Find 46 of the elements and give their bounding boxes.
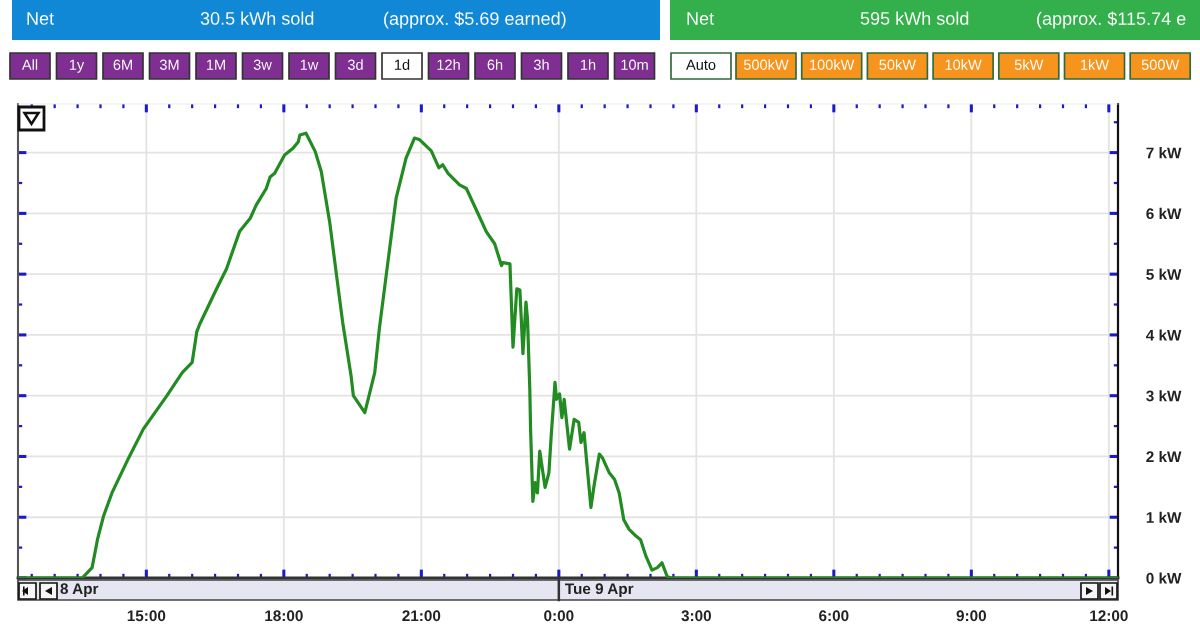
text: (approx. $115.74 e xyxy=(1037,11,1186,29)
text: 1y xyxy=(69,59,85,73)
x-tick-label: 18:00 xyxy=(265,610,303,622)
y-tick-label: 5 kW xyxy=(1146,268,1182,280)
text: 5kW xyxy=(1014,59,1044,70)
y-tick-label: 4 kW xyxy=(1146,329,1182,341)
text: (approx. $5.69 earned) xyxy=(384,11,566,29)
y-tick-label: 1 kW xyxy=(1146,511,1182,523)
text: Tue 9 Apr xyxy=(565,583,634,598)
text: 1w xyxy=(300,59,319,70)
text: 50kW xyxy=(879,59,916,70)
text: 1M xyxy=(206,59,225,70)
text: 500W xyxy=(1141,59,1180,70)
text: 12h xyxy=(437,59,460,70)
x-tick-label: 9:00 xyxy=(956,610,986,622)
text: 30.5 kWh sold xyxy=(200,11,314,25)
text: 1h xyxy=(581,59,596,70)
text: 595 kWh sold xyxy=(860,11,969,25)
x-tick-label: 3:00 xyxy=(681,610,711,622)
y-tick-label: 6 kW xyxy=(1146,207,1182,220)
text: 1kW xyxy=(1081,59,1110,70)
text: All xyxy=(21,59,38,70)
text: 8 Apr xyxy=(60,583,99,598)
text: 3M xyxy=(159,59,179,70)
x-tick-label: 12:00 xyxy=(1090,610,1128,622)
text: 1d xyxy=(395,59,410,70)
text: Net xyxy=(27,12,54,25)
text: 10kW xyxy=(945,59,982,70)
text: 6M xyxy=(113,59,132,70)
text: 3d xyxy=(347,59,363,70)
x-tick-label: 21:00 xyxy=(402,610,441,622)
text: Net xyxy=(687,12,714,25)
text: 3w xyxy=(253,59,272,70)
text: 100kW xyxy=(810,59,855,70)
text: 6h xyxy=(487,59,503,70)
x-tick-label: 15:00 xyxy=(127,610,166,622)
text: 500kW xyxy=(743,59,789,70)
text: Auto xyxy=(686,59,716,70)
y-tick-label: 2 kW xyxy=(1146,450,1182,462)
y-tick-label: 0 kW xyxy=(1146,572,1182,584)
text: 3h xyxy=(533,59,549,70)
x-tick-label: 0:00 xyxy=(544,610,574,622)
y-tick-label: 7 kW xyxy=(1146,147,1182,159)
text: 10m xyxy=(621,59,648,70)
x-tick-label: 6:00 xyxy=(819,610,849,622)
y-tick-label: 3 kW xyxy=(1146,390,1182,402)
